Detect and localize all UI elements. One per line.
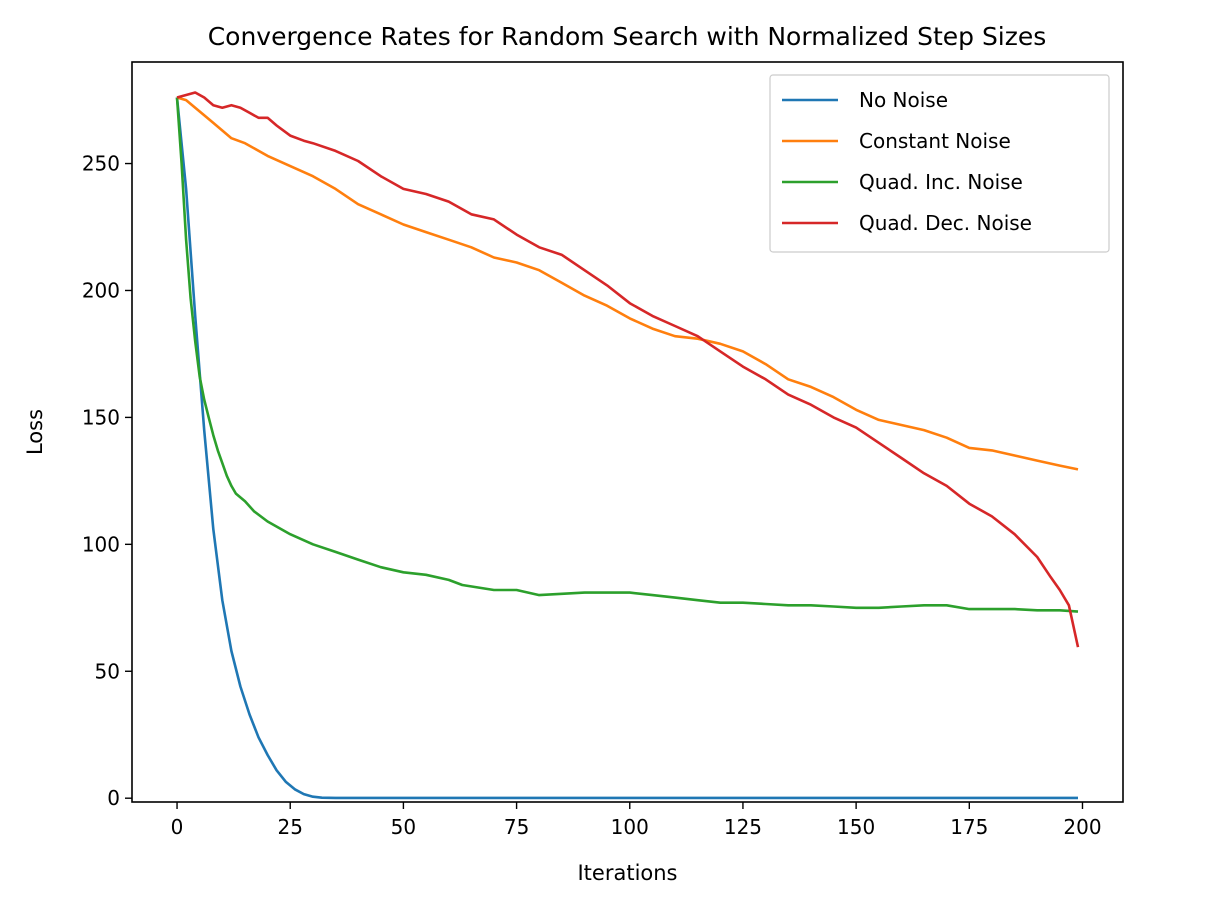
legend-label: Quad. Inc. Noise [859, 170, 1023, 194]
x-tick-label: 50 [391, 815, 416, 839]
y-tick-label: 150 [82, 405, 120, 429]
x-axis-label: Iterations [577, 861, 677, 885]
y-tick-label: 200 [82, 278, 120, 302]
chart-title: Convergence Rates for Random Search with… [208, 22, 1047, 51]
legend-items: No Noise Constant Noise Quad. Inc. Noise Qu… [782, 88, 1032, 235]
y-tick-label: 100 [82, 532, 120, 556]
y-tick-label: 0 [107, 786, 120, 810]
x-tick-label: 200 [1063, 815, 1101, 839]
legend-label: Constant Noise [859, 129, 1011, 153]
x-tick-label: 25 [277, 815, 302, 839]
plot-area: 0 25 50 75 100 125 150 175 200 0 50 100 150 200 250 [82, 61, 1124, 839]
y-tick-label: 250 [82, 152, 120, 176]
series-line-no-noise [175, 97, 1078, 800]
x-axis-ticks: 0 25 50 75 100 125 150 175 200 [171, 802, 1102, 839]
y-axis-ticks: 0 50 100 150 200 250 [82, 152, 132, 810]
series-lines [175, 91, 1080, 800]
x-tick-label: 0 [171, 815, 184, 839]
legend-label: Quad. Dec. Noise [859, 211, 1032, 235]
x-tick-label: 75 [504, 815, 529, 839]
x-tick-label: 175 [950, 815, 988, 839]
series-line-constant-noise [176, 96, 1079, 471]
series-line-quad-dec-noise [176, 91, 1080, 648]
plot-frame [131, 61, 1124, 803]
y-axis-label: Loss [23, 409, 47, 455]
x-tick-label: 150 [837, 815, 875, 839]
x-tick-label: 100 [611, 815, 649, 839]
legend: No Noise Constant Noise Quad. Inc. Noise Qu… [769, 74, 1110, 253]
legend-label: No Noise [859, 88, 948, 112]
x-tick-label: 125 [724, 815, 762, 839]
series-line-quad-inc-noise [175, 97, 1079, 613]
legend-box [769, 74, 1110, 253]
y-tick-label: 50 [95, 659, 120, 683]
